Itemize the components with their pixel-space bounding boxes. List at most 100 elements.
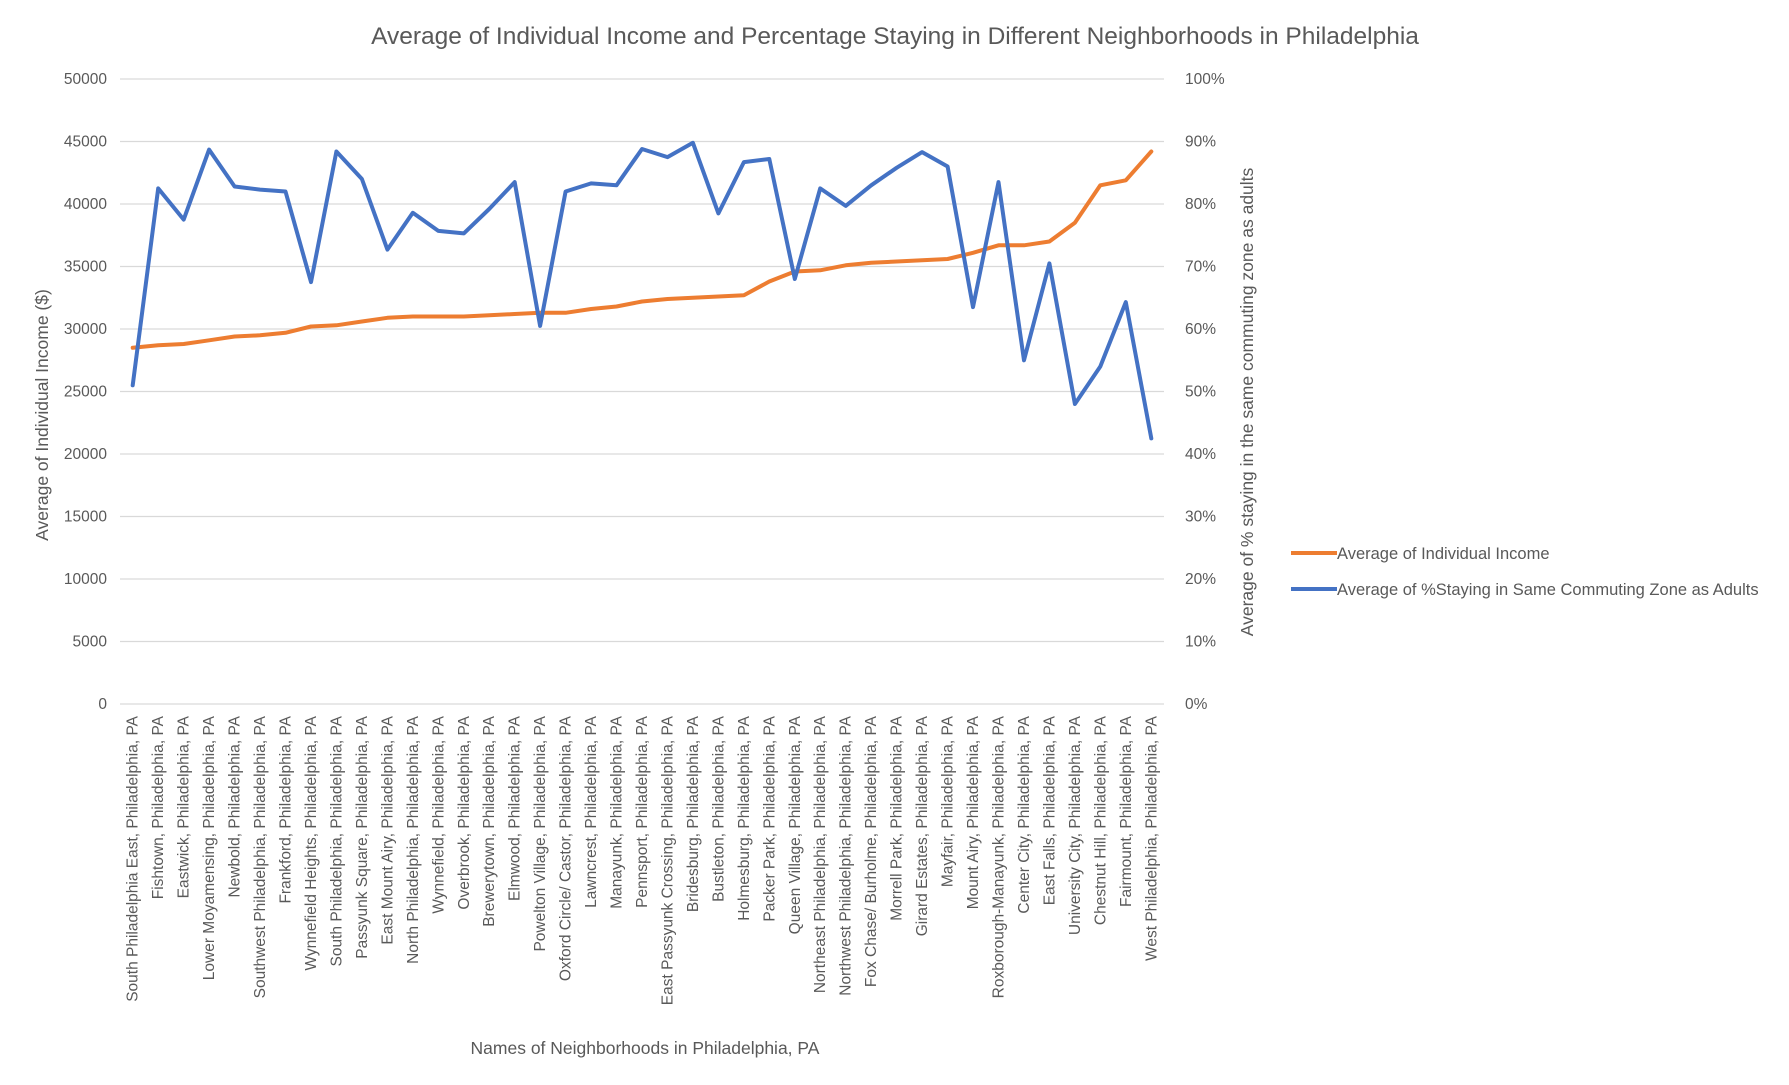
series-2-point <box>207 148 211 152</box>
y2-tick-label: 80% <box>1185 196 1216 213</box>
series-2-point <box>284 190 288 194</box>
series-1-point <box>691 296 695 300</box>
y2-tick-label: 10% <box>1185 634 1216 651</box>
x-tick-label: Wynnefield Heights, Philadelphia, PA <box>303 715 320 970</box>
series-2-point <box>513 180 517 184</box>
x-tick-label: University City, Philadelphia, PA <box>1067 715 1084 935</box>
series-1-point <box>1124 178 1128 182</box>
series-1-point <box>1047 240 1051 244</box>
legend: Average of Individual Income Average of %… <box>1291 545 1759 599</box>
series-1-point <box>1149 150 1153 154</box>
series-1-point <box>1098 183 1102 187</box>
y2-tick-label: 40% <box>1185 446 1216 463</box>
x-tick-label: Eastwick, Philadelphia, PA <box>176 715 193 898</box>
series-1-point <box>182 342 186 346</box>
series-line-1 <box>130 149 1154 350</box>
series-2-point <box>742 160 746 164</box>
series-2-point <box>1022 358 1026 362</box>
y2-axis-title: Average of % staying in the same commuti… <box>1237 167 1257 636</box>
series-1-point <box>1022 243 1026 247</box>
gridlines <box>120 78 1164 705</box>
x-tick-label: Manayunk, Philadelphia, PA <box>609 715 626 908</box>
series-2-point <box>997 180 1001 184</box>
y-tick-label: 5000 <box>73 634 108 651</box>
y-tick-label: 30000 <box>64 321 107 338</box>
x-tick-label: Center City, Philadelphia, PA <box>1016 715 1033 913</box>
x-tick-label: Morrell Park, Philadelphia, PA <box>889 715 906 920</box>
series-2-point <box>538 324 542 328</box>
y2-tick-label: 50% <box>1185 384 1216 401</box>
y-tick-label: 0 <box>98 696 107 713</box>
series-1-point <box>411 315 415 319</box>
series-1-point <box>844 263 848 267</box>
x-tick-label: West Philadelphia, Philadelphia, PA <box>1143 715 1160 961</box>
series-2-point <box>869 183 873 187</box>
y2-tick-label: 60% <box>1185 321 1216 338</box>
series-1-point <box>869 261 873 265</box>
x-tick-label: South Philadelphia, Philadelphia, PA <box>328 715 345 966</box>
series-1-point <box>207 338 211 342</box>
series-2-point <box>182 218 186 222</box>
series-2-point <box>920 150 924 154</box>
x-tick-label: Newbold, Philadelphia, PA <box>227 715 244 897</box>
x-tick-label: Passyunk Square, Philadelphia, PA <box>354 715 371 958</box>
x-tick-label: Elmwood, Philadelphia, PA <box>507 715 524 901</box>
series-1-point <box>946 257 950 261</box>
x-tick-label: Fairmount, Philadelphia, PA <box>1118 715 1135 907</box>
series-1-point <box>615 305 619 309</box>
x-tick-label: Overbrook, Philadelphia, PA <box>456 715 473 909</box>
x-tick-label: Chestnut Hill, Philadelphia, PA <box>1092 715 1109 925</box>
series-2-point <box>309 280 313 284</box>
x-tick-label: Roxborough-Manayunk, Philadelphia, PA <box>990 715 1007 998</box>
y-tick-label: 45000 <box>64 134 107 151</box>
x-tick-label: Wynnefield, Philadelphia, PA <box>430 715 447 913</box>
series-1-point <box>462 315 466 319</box>
legend-label: Average of Individual Income <box>1337 545 1550 563</box>
y2-tick-label: 0% <box>1185 696 1208 713</box>
x-tick-label: Holmesburg, Philadelphia, PA <box>736 715 753 920</box>
series-1-point <box>513 312 517 316</box>
left-axis-ticks: 0 5000 10000 15000 20000 25000 30000 35000 40000… <box>64 71 107 713</box>
series-1-point <box>666 297 670 301</box>
series-1-point <box>742 293 746 297</box>
x-tick-label: Fox Chase/ Burholme, Philadelphia, PA <box>863 715 880 987</box>
series-1-point <box>767 280 771 284</box>
series-1-point <box>334 323 338 327</box>
series-1-point <box>385 316 389 320</box>
series-1-point <box>436 315 440 319</box>
series-2-point <box>640 147 644 151</box>
series-1-point <box>895 260 899 264</box>
series-2-point <box>716 211 720 215</box>
y-tick-label: 15000 <box>64 509 107 526</box>
series-line-2 <box>130 140 1154 441</box>
series-1-point <box>971 251 975 255</box>
series-2-point <box>334 150 338 154</box>
x-tick-label: East Falls, Philadelphia, PA <box>1041 715 1058 905</box>
series-2-point <box>258 188 262 192</box>
y2-tick-label: 90% <box>1185 134 1216 151</box>
series-2-point <box>487 207 491 211</box>
series-2-point <box>946 165 950 169</box>
chart-title: Average of Individual Income and Percent… <box>371 23 1419 50</box>
series-lines <box>130 140 1154 441</box>
series-2-point <box>1047 261 1051 265</box>
series-2-point <box>385 248 389 252</box>
y-tick-label: 10000 <box>64 571 107 588</box>
series-2-point <box>564 190 568 194</box>
series-1-point <box>920 258 924 262</box>
series-1-point <box>156 343 160 347</box>
series-2-point <box>1098 365 1102 369</box>
series-2-point <box>767 157 771 161</box>
series-2-point <box>818 186 822 190</box>
series-2-point <box>1149 436 1153 440</box>
y2-tick-label: 20% <box>1185 571 1216 588</box>
y-tick-label: 25000 <box>64 384 107 401</box>
series-1-point <box>360 320 364 324</box>
y2-tick-label: 100% <box>1185 71 1225 88</box>
series-1-point <box>716 295 720 299</box>
y-axis-title: Average of Individual Income ($) <box>32 289 52 541</box>
y-tick-label: 40000 <box>64 196 107 213</box>
series-2-point <box>436 229 440 233</box>
x-tick-label: Fishtown, Philadelphia, PA <box>150 715 167 899</box>
